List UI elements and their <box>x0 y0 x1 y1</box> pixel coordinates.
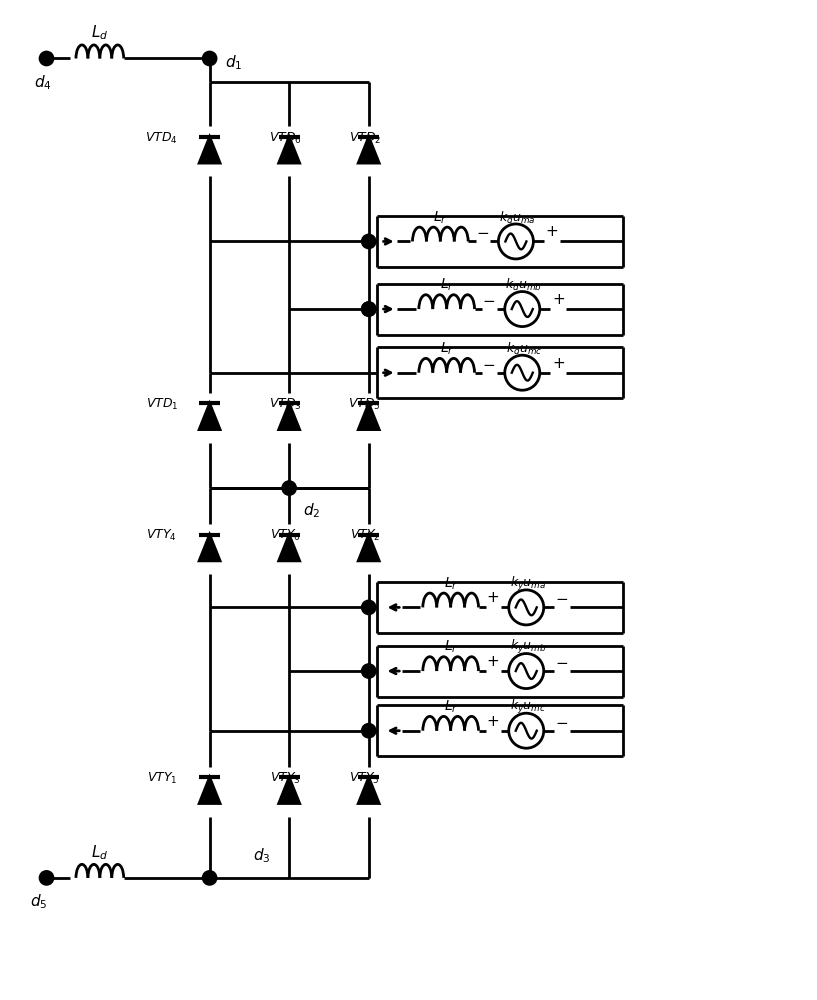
Text: $VTY_6$: $VTY_6$ <box>270 528 301 543</box>
Text: $VTD_2$: $VTD_2$ <box>349 130 381 146</box>
Polygon shape <box>279 137 300 163</box>
Text: $-$: $-$ <box>482 356 495 371</box>
Text: $+$: $+$ <box>486 654 499 669</box>
Text: $VTD_6$: $VTD_6$ <box>269 130 301 146</box>
Text: $VTY_2$: $VTY_2$ <box>350 528 380 543</box>
Text: $L_r$: $L_r$ <box>444 575 458 592</box>
Circle shape <box>362 600 376 615</box>
Circle shape <box>362 664 376 678</box>
Text: $k_y u_{mb}$: $k_y u_{mb}$ <box>510 638 546 656</box>
Text: $L_d$: $L_d$ <box>92 24 109 42</box>
Text: $k_d u_{mc}$: $k_d u_{mc}$ <box>506 341 542 357</box>
Polygon shape <box>199 137 220 163</box>
Text: $+$: $+$ <box>486 714 499 729</box>
Polygon shape <box>358 535 379 561</box>
Text: $d_2$: $d_2$ <box>303 501 320 520</box>
Polygon shape <box>279 403 300 430</box>
Polygon shape <box>279 535 300 561</box>
Circle shape <box>39 51 54 66</box>
Polygon shape <box>279 777 300 804</box>
Text: $k_d u_{ma}$: $k_d u_{ma}$ <box>499 210 536 226</box>
Text: $-$: $-$ <box>556 590 569 605</box>
Circle shape <box>362 234 376 249</box>
Text: $+$: $+$ <box>545 224 558 239</box>
Text: $k_y u_{ma}$: $k_y u_{ma}$ <box>510 575 546 593</box>
Polygon shape <box>358 137 379 163</box>
Text: $+$: $+$ <box>551 292 565 307</box>
Text: $VTY_4$: $VTY_4$ <box>146 528 177 543</box>
Text: $-$: $-$ <box>556 714 569 729</box>
Text: $d_1$: $d_1$ <box>225 53 242 72</box>
Text: $+$: $+$ <box>486 590 499 605</box>
Text: $VTY_3$: $VTY_3$ <box>270 771 301 786</box>
Polygon shape <box>358 403 379 430</box>
Text: $VTD_1$: $VTD_1$ <box>145 397 178 412</box>
Text: $d_5$: $d_5$ <box>30 892 47 911</box>
Text: $d_3$: $d_3$ <box>252 846 270 865</box>
Circle shape <box>39 871 54 885</box>
Polygon shape <box>358 777 379 804</box>
Polygon shape <box>199 535 220 561</box>
Text: $L_r$: $L_r$ <box>433 209 448 226</box>
Text: $VTD_4$: $VTD_4$ <box>145 130 178 146</box>
Text: $-$: $-$ <box>476 224 489 239</box>
Text: $k_d u_{mb}$: $k_d u_{mb}$ <box>506 277 542 293</box>
Circle shape <box>362 724 376 738</box>
Text: $VTY_5$: $VTY_5$ <box>350 771 380 786</box>
Circle shape <box>282 481 297 495</box>
Text: $d_4$: $d_4$ <box>33 73 51 92</box>
Text: $L_r$: $L_r$ <box>444 699 458 715</box>
Text: $L_d$: $L_d$ <box>92 843 109 862</box>
Text: $VTY_1$: $VTY_1$ <box>146 771 177 786</box>
Text: $VTD_3$: $VTD_3$ <box>269 397 301 412</box>
Circle shape <box>362 302 376 316</box>
Circle shape <box>203 871 217 885</box>
Text: $-$: $-$ <box>556 654 569 669</box>
Text: $L_r$: $L_r$ <box>440 341 453 357</box>
Polygon shape <box>199 403 220 430</box>
Text: $+$: $+$ <box>551 356 565 371</box>
Text: $k_y u_{mc}$: $k_y u_{mc}$ <box>510 698 546 716</box>
Circle shape <box>362 302 376 316</box>
Text: $-$: $-$ <box>482 292 495 307</box>
Polygon shape <box>199 777 220 804</box>
Text: $L_r$: $L_r$ <box>444 639 458 655</box>
Text: $L_r$: $L_r$ <box>440 277 453 293</box>
Text: $VTD_5$: $VTD_5$ <box>348 397 381 412</box>
Circle shape <box>203 51 217 66</box>
